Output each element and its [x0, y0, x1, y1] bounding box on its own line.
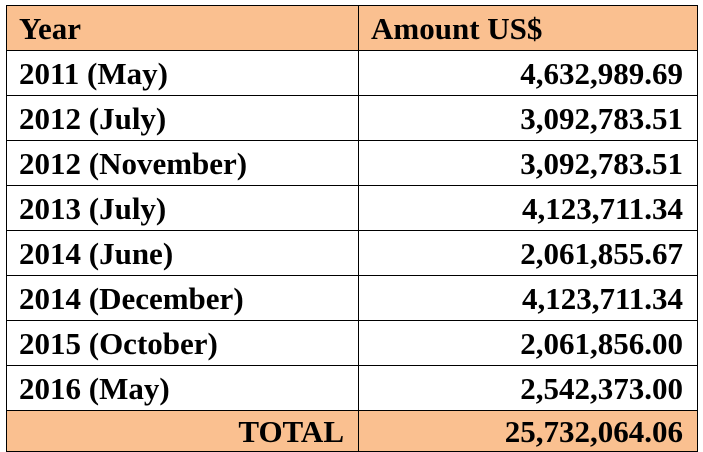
table-row: 2011 (May) 4,632,989.69	[6, 50, 698, 96]
total-label: TOTAL	[6, 410, 359, 452]
year-cell: 2014 (June)	[6, 230, 359, 276]
amounts-table: Year Amount US$ 2011 (May) 4,632,989.69 …	[6, 5, 698, 452]
year-cell: 2013 (July)	[6, 185, 359, 231]
year-cell: 2011 (May)	[6, 50, 359, 96]
amount-cell: 2,061,856.00	[358, 320, 698, 366]
amount-cell: 2,542,373.00	[358, 365, 698, 411]
total-row: TOTAL 25,732,064.06	[6, 410, 698, 452]
year-column-header: Year	[6, 5, 359, 51]
amount-cell: 4,632,989.69	[358, 50, 698, 96]
table-row: 2014 (December) 4,123,711.34	[6, 275, 698, 321]
table-row: 2012 (November) 3,092,783.51	[6, 140, 698, 186]
table-row: 2015 (October) 2,061,856.00	[6, 320, 698, 366]
year-cell: 2012 (July)	[6, 95, 359, 141]
year-cell: 2014 (December)	[6, 275, 359, 321]
year-cell: 2015 (October)	[6, 320, 359, 366]
amount-cell: 4,123,711.34	[358, 185, 698, 231]
amounts-table-container: Year Amount US$ 2011 (May) 4,632,989.69 …	[6, 5, 698, 452]
year-cell: 2016 (May)	[6, 365, 359, 411]
table-header-row: Year Amount US$	[6, 5, 698, 51]
table-row: 2013 (July) 4,123,711.34	[6, 185, 698, 231]
amount-cell: 4,123,711.34	[358, 275, 698, 321]
amount-cell: 2,061,855.67	[358, 230, 698, 276]
year-cell: 2012 (November)	[6, 140, 359, 186]
table-row: 2012 (July) 3,092,783.51	[6, 95, 698, 141]
table-row: 2014 (June) 2,061,855.67	[6, 230, 698, 276]
total-amount: 25,732,064.06	[358, 410, 698, 452]
table-row: 2016 (May) 2,542,373.00	[6, 365, 698, 411]
amount-column-header: Amount US$	[358, 5, 698, 51]
amount-cell: 3,092,783.51	[358, 95, 698, 141]
amount-cell: 3,092,783.51	[358, 140, 698, 186]
